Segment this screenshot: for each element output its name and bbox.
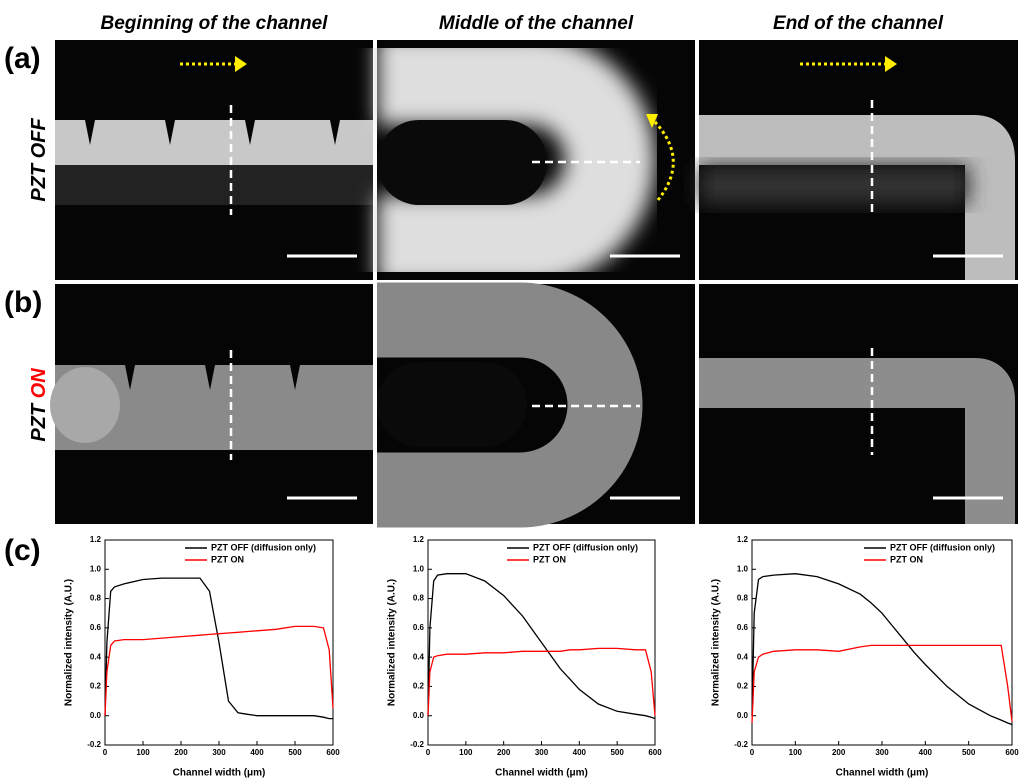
- series-line: [427, 647, 656, 716]
- series-line: [427, 573, 656, 720]
- y-tick-label: 0.8: [737, 594, 749, 603]
- y-tick-label: 0.6: [413, 623, 425, 632]
- row-label-prefix: PZT: [28, 402, 50, 442]
- x-tick-label: 300: [535, 748, 549, 757]
- x-tick-label: 500: [962, 748, 976, 757]
- y-tick-label: 0.0: [737, 711, 749, 720]
- series-line: [751, 573, 1013, 726]
- series-line: [104, 577, 333, 720]
- y-tick-label: 0.8: [90, 594, 102, 603]
- legend-label: PZT OFF (diffusion only): [890, 542, 995, 552]
- y-axis-label: Normalized intensity (A.U.): [387, 579, 398, 706]
- x-tick-label: 500: [288, 748, 302, 757]
- row-label-state: ON: [28, 368, 50, 399]
- y-tick-label: 0.8: [413, 594, 425, 603]
- x-tick-label: 0: [750, 748, 755, 757]
- x-tick-label: 100: [136, 748, 150, 757]
- x-tick-label: 400: [919, 748, 933, 757]
- y-tick-label: 0.4: [737, 652, 749, 661]
- y-tick-label: 1.0: [737, 564, 749, 573]
- x-tick-label: 200: [174, 748, 188, 757]
- x-axis-label: Channel width (μm): [495, 768, 588, 779]
- series-line: [104, 625, 334, 716]
- image-panel: [55, 40, 373, 280]
- legend-label: PZT ON: [533, 554, 566, 564]
- y-tick-label: 0.2: [413, 682, 425, 691]
- row-label: PZT ON: [28, 368, 50, 442]
- x-tick-label: 300: [875, 748, 889, 757]
- x-tick-label: 400: [573, 748, 587, 757]
- row-label: PZT OFF: [28, 118, 50, 202]
- x-tick-label: 600: [1005, 748, 1019, 757]
- legend-label: PZT ON: [211, 554, 244, 564]
- x-tick-label: 500: [610, 748, 624, 757]
- x-tick-label: 400: [250, 748, 264, 757]
- y-tick-label: 1.2: [90, 535, 102, 544]
- y-tick-label: 0.6: [737, 623, 749, 632]
- column-title: Beginning of the channel: [101, 13, 329, 34]
- image-panel: [50, 284, 373, 524]
- series-line: [751, 644, 1013, 724]
- panel-label: (b): [4, 286, 42, 319]
- x-tick-label: 300: [212, 748, 226, 757]
- legend-label: PZT ON: [890, 554, 923, 564]
- y-tick-label: 0.0: [413, 711, 425, 720]
- column-title: Middle of the channel: [439, 13, 634, 34]
- y-tick-label: 0.4: [90, 652, 102, 661]
- y-axis-label: Normalized intensity (A.U.): [64, 579, 75, 706]
- y-tick-label: 0.2: [90, 682, 102, 691]
- row-label-state: OFF: [28, 118, 50, 159]
- y-axis-label: Normalized intensity (A.U.): [711, 579, 722, 706]
- y-tick-label: 0.4: [413, 652, 425, 661]
- image-panel: [377, 282, 695, 528]
- image-panel: [699, 40, 1018, 280]
- legend-label: PZT OFF (diffusion only): [211, 542, 316, 552]
- x-tick-label: 100: [789, 748, 803, 757]
- panel-label: (a): [4, 42, 41, 75]
- image-panel: [377, 35, 695, 285]
- row-label-prefix: PZT: [28, 162, 50, 202]
- x-tick-label: 200: [832, 748, 846, 757]
- x-tick-label: 600: [648, 748, 662, 757]
- x-tick-label: 0: [426, 748, 431, 757]
- x-tick-label: 0: [103, 748, 108, 757]
- x-tick-label: 100: [459, 748, 473, 757]
- x-tick-label: 600: [326, 748, 340, 757]
- y-tick-label: 1.0: [413, 564, 425, 573]
- column-title: End of the channel: [773, 13, 944, 34]
- x-tick-label: 200: [497, 748, 511, 757]
- y-tick-label: 1.0: [90, 564, 102, 573]
- x-axis-label: Channel width (μm): [836, 768, 929, 779]
- y-tick-label: 0.0: [90, 711, 102, 720]
- panel-label: (c): [4, 534, 41, 567]
- y-tick-label: 1.2: [737, 535, 749, 544]
- plot-frame: [751, 539, 1013, 746]
- x-axis-label: Channel width (μm): [173, 768, 266, 779]
- image-panel: [699, 284, 1018, 524]
- y-tick-label: 1.2: [413, 535, 425, 544]
- legend-label: PZT OFF (diffusion only): [533, 542, 638, 552]
- y-tick-label: -0.2: [734, 740, 748, 749]
- y-tick-label: 0.2: [737, 682, 749, 691]
- y-tick-label: -0.2: [410, 740, 424, 749]
- y-tick-label: -0.2: [87, 740, 101, 749]
- y-tick-label: 0.6: [90, 623, 102, 632]
